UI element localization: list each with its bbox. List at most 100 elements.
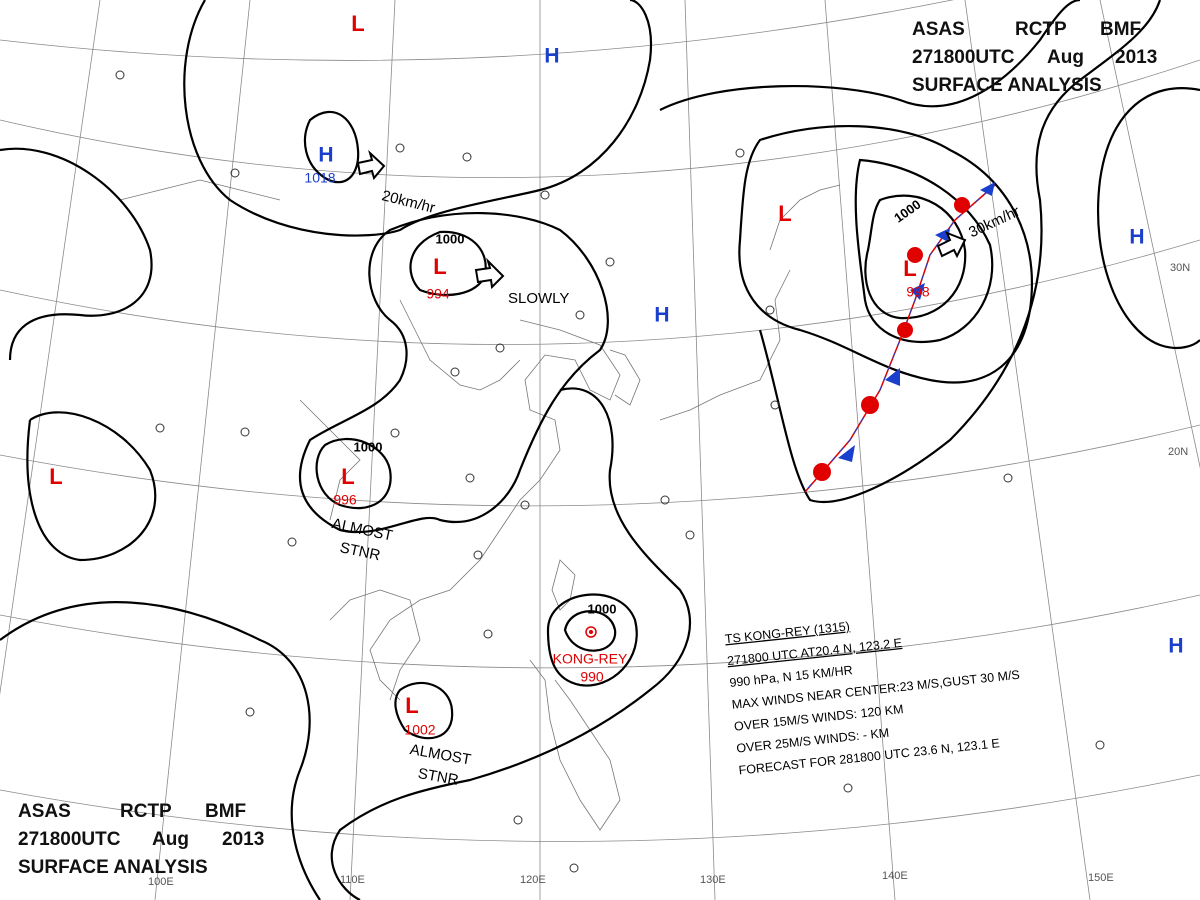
graticule-part [684, 0, 716, 900]
motion-arrows-part [936, 231, 967, 259]
isobar-label: 1000 [436, 231, 465, 246]
time: 271800UTC [18, 829, 121, 850]
station-plots-part [483, 629, 493, 639]
isobars-part [0, 601, 321, 900]
station-plots-part [513, 815, 523, 825]
isobars-part [303, 110, 360, 184]
isobars-part [409, 230, 487, 297]
station-plots-part [765, 305, 775, 315]
isobars-part [864, 194, 967, 320]
station-plots-part [390, 428, 400, 438]
isobars-part [0, 147, 153, 361]
front-part [807, 184, 996, 489]
warm-front-symbols-part [954, 197, 970, 213]
isobars-part [563, 610, 617, 652]
cold-front-symbols-part [838, 445, 855, 462]
motion-arrows-part [474, 257, 505, 290]
station-plots-part [155, 423, 165, 433]
high-symbol: H [318, 144, 333, 167]
year: 2013 [222, 829, 264, 850]
motion-arrows [356, 149, 967, 290]
low-pressure: 996 [333, 492, 357, 508]
motion-speed: SLOWLY [508, 290, 569, 307]
header-top: ASAS RCTP BMF 271800UTC Aug 2013 SURFACE… [912, 19, 1157, 96]
station: RCTP [120, 801, 172, 822]
warm-front-symbols-part [897, 322, 913, 338]
typhoon-symbol-part [585, 626, 597, 638]
graticule-part [349, 0, 396, 900]
title: SURFACE ANALYSIS [912, 75, 1102, 96]
graticule-part [0, 0, 101, 696]
low-symbol: L [351, 11, 364, 36]
longitude-label: 100E [148, 876, 174, 888]
header-bottom: ASAS RCTP BMF 271800UTC Aug 2013 SURFACE… [18, 801, 264, 878]
low-symbol: L [903, 256, 916, 281]
isobars-part [26, 411, 157, 562]
isobars-part [394, 681, 454, 740]
month: Aug [152, 829, 189, 850]
station-plots-part [770, 400, 780, 410]
longitude-label: 110E [340, 874, 365, 886]
title: SURFACE ANALYSIS [18, 857, 208, 878]
station-plots-part [462, 152, 472, 162]
station-plots-part [843, 783, 853, 793]
coastline-part [329, 589, 421, 701]
longitude-label: 120E [520, 874, 546, 886]
low-symbol: L [49, 464, 62, 489]
coastline-part [659, 269, 791, 421]
isobars-part [546, 593, 638, 687]
graticule-labels: 100E 110E 120E 130E 140E 150E 30N 20N [148, 262, 1190, 888]
coastline-part [299, 399, 361, 521]
high-symbol: H [1129, 226, 1144, 249]
isobars-part [315, 437, 392, 510]
graticule-part [0, 239, 1200, 345]
coastline-part [369, 319, 621, 701]
isobars-part [1096, 87, 1200, 349]
warm-front-symbols-part [813, 463, 831, 481]
agency: ASAS [18, 801, 71, 822]
station-plots-part [245, 707, 255, 717]
graticule-part [0, 0, 954, 61]
low-pressure: 1002 [404, 722, 435, 738]
low-symbol: L [405, 693, 418, 718]
station-plots-part [465, 473, 475, 483]
isobar-label: 1000 [588, 601, 617, 616]
typhoon-symbol-part [589, 630, 593, 634]
low-symbol: L [433, 254, 446, 279]
cold-front-symbols-part [885, 368, 900, 386]
station-plots [115, 70, 1105, 873]
motion-status: STNR [417, 765, 460, 789]
station-plots-part [1003, 473, 1013, 483]
station-plots-part [1095, 740, 1105, 750]
longitude-label: 130E [700, 874, 726, 886]
low-pressure: 994 [426, 286, 450, 302]
coastline-part [119, 179, 281, 201]
front [804, 182, 996, 493]
high-symbol: H [654, 304, 669, 327]
code: BMF [205, 801, 246, 822]
isobars-part [758, 0, 1162, 503]
graticule-part [964, 0, 1091, 900]
motion-arrows-part [356, 149, 386, 181]
cold-front-symbols-part [980, 182, 995, 196]
pressure-systems: H 1018 H H H H L L 994 L L 998 L 996 L L… [49, 11, 1183, 738]
station-plots-part [240, 427, 250, 437]
warm-front-symbols-part [861, 396, 879, 414]
code: BMF [1100, 19, 1141, 40]
coastline-part [399, 299, 521, 391]
station-plots-part [450, 367, 460, 377]
station: RCTP [1015, 19, 1067, 40]
station-plots-part [495, 343, 505, 353]
graticule-part [0, 424, 1200, 507]
coastline [119, 179, 841, 831]
station-plots-part [115, 70, 125, 80]
isobars-part [330, 387, 692, 900]
isobars-part [738, 124, 1033, 384]
station-plots-part [685, 530, 695, 540]
cold-front-symbols [838, 182, 995, 462]
station-plots-part [395, 143, 405, 153]
